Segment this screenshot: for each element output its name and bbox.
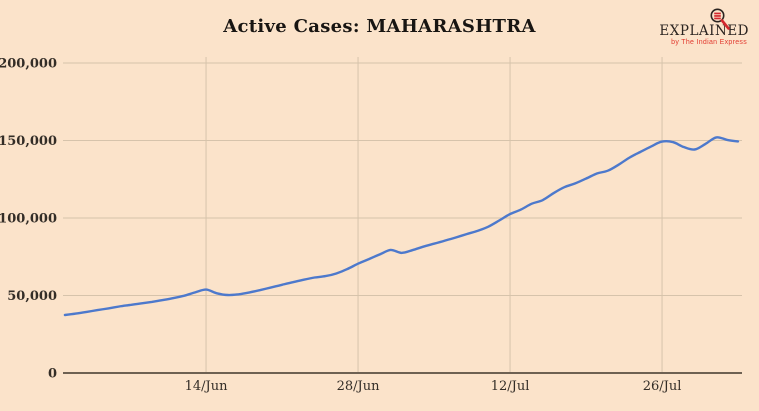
x-axis-tick-label: 28/Jun — [337, 379, 381, 394]
magnifier-icon — [707, 7, 733, 37]
y-axis-tick-label: 100,000 — [0, 212, 57, 227]
cases-line-series — [63, 136, 740, 317]
publisher-tagline: by The Indian Express — [671, 39, 747, 46]
y-axis-tick-label: 0 — [48, 367, 57, 382]
y-axis-tick-label: 200,000 — [0, 57, 57, 72]
explained-wordmark: EXPLAINED — [659, 23, 749, 39]
x-axis-tick-label: 12/Jul — [491, 379, 530, 394]
x-axis-tick-label: 14/Jun — [185, 379, 229, 394]
y-axis-tick-label: 50,000 — [7, 289, 57, 304]
y-axis-tick-label: 150,000 — [0, 134, 57, 149]
chart-title: Active Cases: MAHARASHTRA — [223, 16, 536, 37]
x-axis-tick-label: 26/Jul — [643, 379, 682, 394]
publisher-logo: EXPLAINED by The Indian Express — [653, 7, 749, 50]
